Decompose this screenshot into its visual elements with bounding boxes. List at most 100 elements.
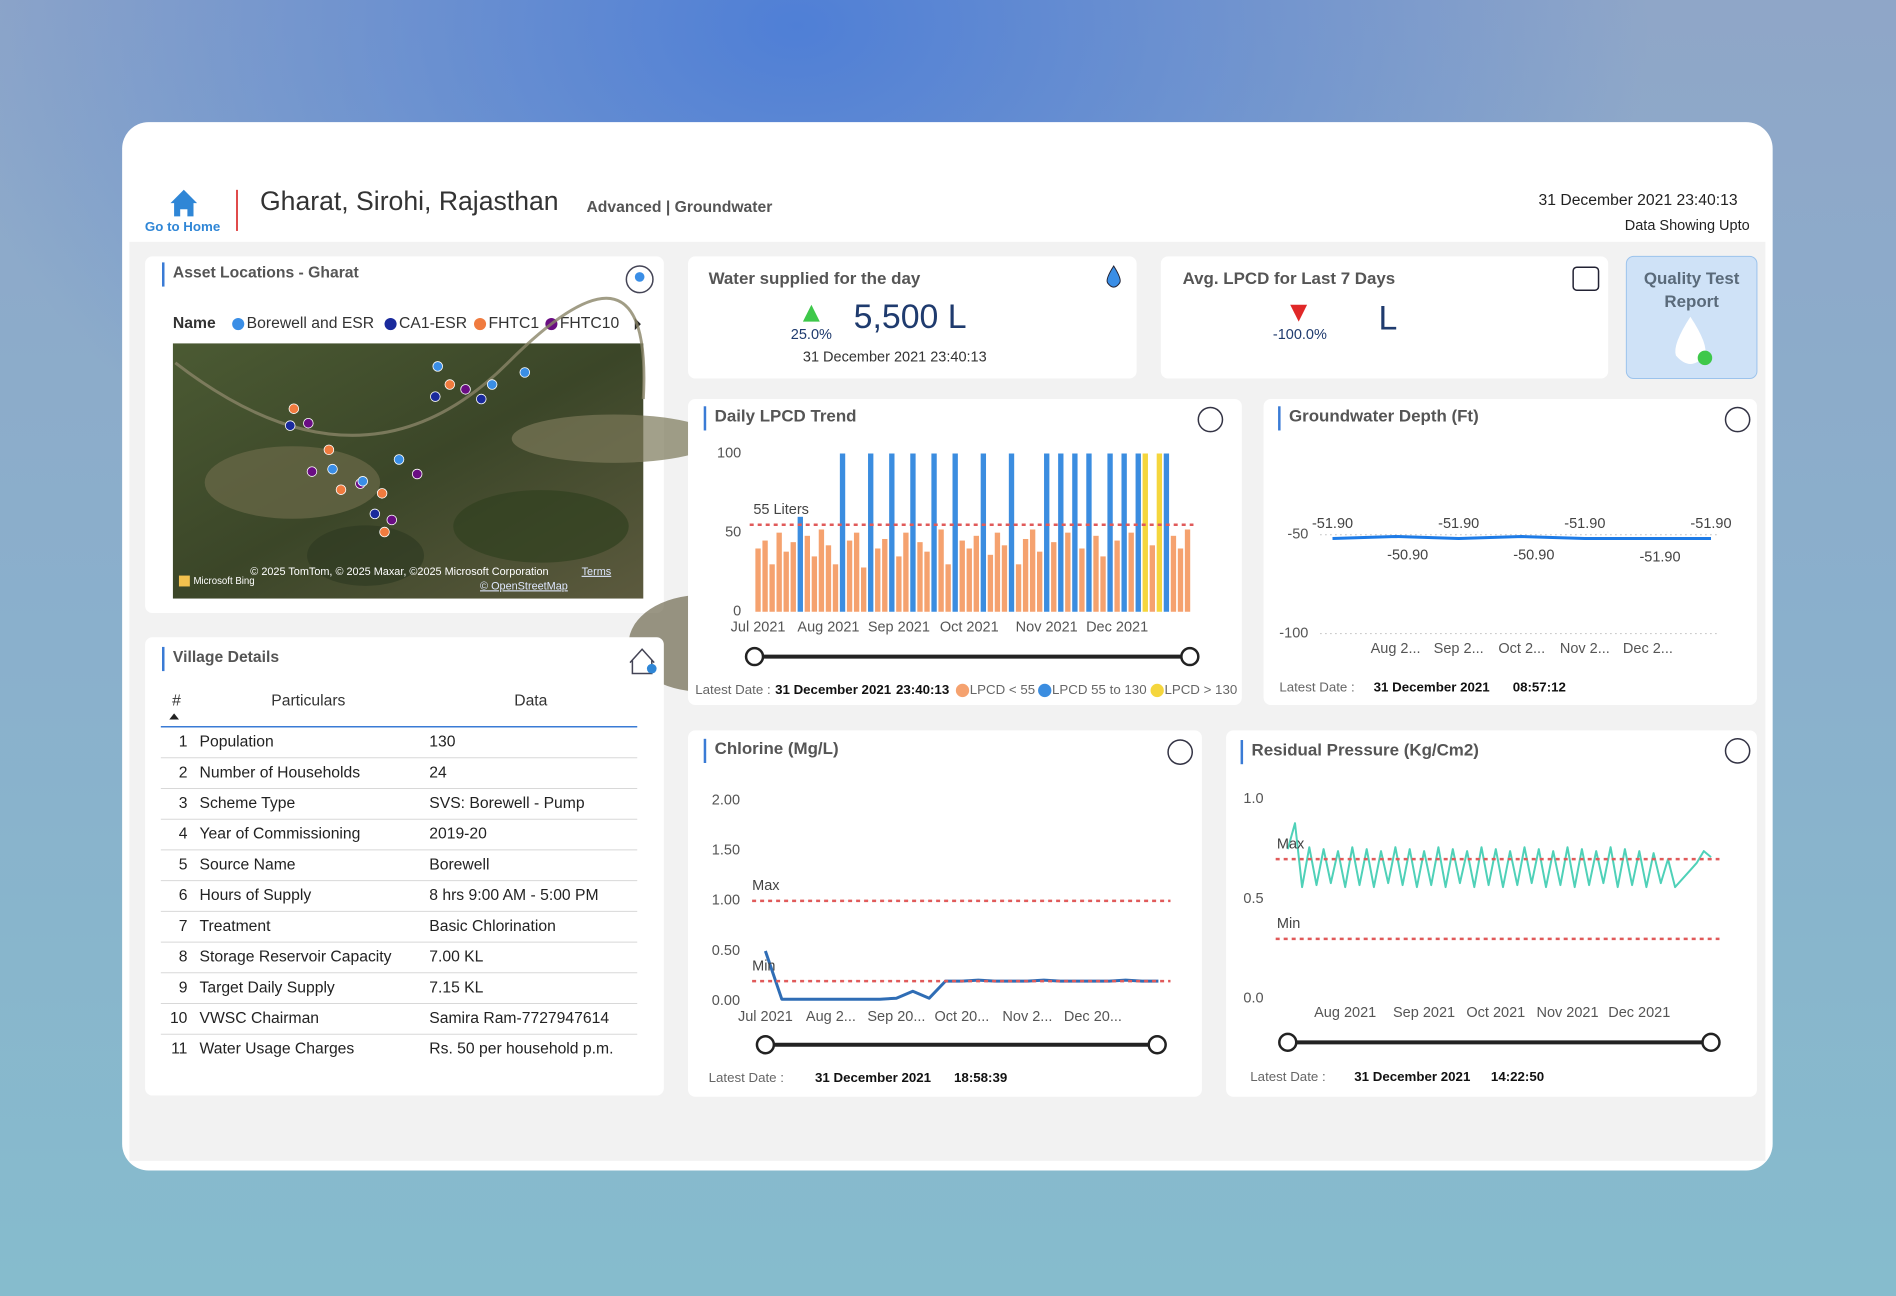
bar (882, 538, 888, 612)
x-tick-label: Oct 2021 (1466, 1005, 1525, 1021)
bar (1177, 548, 1184, 612)
bar (797, 516, 803, 612)
legend-label: LPCD 55 to 130 (1052, 682, 1147, 697)
bar (1008, 453, 1015, 612)
y-tick-label: 0.5 (1243, 891, 1263, 907)
map-marker (476, 393, 487, 405)
range-slider-handle[interactable] (744, 646, 765, 667)
quality-report-label[interactable]: Quality Test (1644, 269, 1740, 288)
down-indicator (1290, 304, 1308, 322)
x-tick-label: Sep 2021 (868, 619, 930, 635)
bar (811, 556, 818, 612)
chart-title: Residual Pressure (Kg/Cm2) (1252, 740, 1479, 759)
kpi-value: L (1378, 299, 1397, 337)
chart-icon (1197, 406, 1224, 433)
bar (931, 453, 937, 612)
range-slider-handle[interactable] (1278, 1032, 1298, 1053)
map-logo: Microsoft Bing (193, 576, 254, 587)
map-marker (386, 514, 398, 526)
bar (1065, 532, 1071, 612)
bar (1079, 548, 1085, 612)
data-datetime-caption: Data Showing Upto (1625, 218, 1750, 234)
y-tick-label: -100 (1279, 626, 1308, 642)
table-header: # (172, 692, 181, 709)
bar (1051, 542, 1057, 612)
bar (868, 453, 874, 612)
map-marker (376, 488, 388, 499)
series-line (1332, 535, 1711, 540)
legend-label: CA1-ESR (399, 315, 467, 332)
map-marker (379, 526, 390, 538)
range-slider-handle[interactable] (1147, 1035, 1167, 1055)
map-osm[interactable]: © OpenStreetMap (480, 580, 568, 592)
home-link[interactable]: Go to Home (145, 219, 220, 234)
footer-label: Latest Date : (709, 1070, 784, 1085)
x-tick-label: Oct 20... (934, 1009, 989, 1025)
bar (889, 453, 895, 612)
kpi-change: -100.0% (1273, 327, 1327, 343)
y-tick-label: 50 (725, 524, 741, 540)
legend-title: Name (173, 315, 216, 332)
kpi-title: Water supplied for the day (709, 269, 921, 288)
data-label: -51.90 (1564, 516, 1605, 532)
chart-icon (1167, 739, 1194, 765)
card (688, 399, 1242, 705)
x-tick-label: Nov 2... (1002, 1009, 1052, 1025)
map-marker (460, 384, 471, 395)
row-number: 6 (179, 887, 188, 904)
bar (839, 453, 846, 612)
y-tick-label: -50 (1287, 527, 1308, 543)
bar (973, 535, 979, 612)
bar (875, 548, 881, 612)
x-tick-label: Oct 2... (1498, 641, 1545, 657)
y-tick-label: 1.0 (1243, 791, 1263, 807)
bar (755, 548, 761, 612)
bar (846, 540, 853, 612)
row-particular: Population (200, 734, 274, 751)
quality-drop-icon (1675, 316, 1706, 364)
x-tick-label: Dec 2021 (1086, 619, 1148, 635)
bar (1093, 535, 1099, 612)
bar (853, 532, 860, 612)
page-subtitle: Advanced | Groundwater (586, 199, 772, 216)
bar (825, 545, 832, 612)
card (1625, 255, 1758, 379)
range-slider-handle[interactable] (755, 1035, 776, 1055)
legend-swatch (1150, 683, 1164, 698)
map-marker (369, 508, 381, 520)
x-tick-label: Sep 20... (867, 1009, 925, 1025)
y-tick-label: 0.50 (712, 943, 740, 959)
bar (1128, 532, 1134, 612)
bar (952, 453, 958, 612)
bar (1044, 453, 1050, 612)
x-tick-label: Sep 2021 (1393, 1005, 1455, 1021)
row-number: 5 (179, 856, 188, 873)
row-particular: Scheme Type (200, 795, 296, 812)
map-marker (357, 476, 368, 487)
map-terms[interactable]: Terms (582, 566, 612, 578)
map-marker (393, 454, 405, 465)
quality-report-label[interactable]: Report (1664, 292, 1719, 311)
map-marker (432, 361, 443, 372)
bar (1114, 540, 1120, 612)
row-number: 11 (171, 1041, 187, 1058)
data-label: -51.90 (1438, 516, 1479, 532)
home-icon[interactable] (170, 189, 198, 217)
quality-badge (1697, 350, 1713, 366)
bar (790, 542, 796, 612)
table-header: Particulars (271, 692, 345, 709)
row-particular: Storage Reservoir Capacity (200, 949, 392, 966)
legend-swatch (232, 318, 245, 331)
footer-time: 23:40:13 (896, 682, 949, 697)
row-data: SVS: Borewell - Pump (429, 795, 585, 812)
reference-label: Min (752, 958, 775, 974)
chart-icon (1724, 738, 1751, 764)
range-slider-handle[interactable] (1701, 1032, 1721, 1053)
footer-date: 31 December 2021 (1354, 1069, 1471, 1084)
legend-label: FHTC10 (560, 315, 620, 332)
calendar-icon (1572, 266, 1600, 291)
bar (1107, 453, 1113, 612)
range-slider-handle[interactable] (1180, 646, 1200, 667)
map-marker (430, 391, 441, 402)
y-tick-label: 0 (733, 604, 741, 620)
